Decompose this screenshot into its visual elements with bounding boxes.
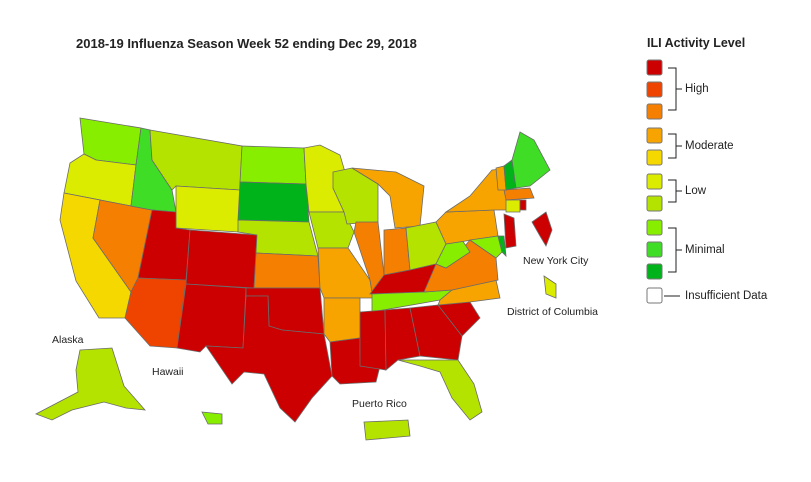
state-ma[interactable] [503, 187, 535, 201]
state-al[interactable] [384, 307, 421, 371]
state-pr[interactable] [363, 419, 411, 441]
legend-swatch-level-4 [646, 195, 663, 212]
legend-swatch-level-3 [646, 219, 663, 236]
legend-high-label: High [685, 83, 709, 95]
alaska-label: Alaska [52, 334, 84, 346]
state-pa[interactable] [435, 209, 499, 245]
state-tx[interactable] [205, 295, 333, 423]
state-ms[interactable] [359, 309, 387, 371]
dc-label: District of Columbia [507, 306, 599, 318]
state-hi[interactable] [201, 411, 223, 425]
legend-swatch-level-5 [646, 173, 663, 190]
state-ak[interactable] [35, 347, 146, 421]
state-nj[interactable] [503, 213, 517, 249]
legend-low-label: Low [685, 185, 707, 197]
map-title: 2018-19 Influenza Season Week 52 ending … [76, 36, 417, 51]
legend-swatch-insufficient [646, 287, 663, 304]
legend-moderate-label: Moderate [685, 140, 734, 152]
district-dc[interactable] [543, 275, 557, 299]
legend-brackets [664, 67, 682, 297]
state-fl[interactable] [397, 359, 483, 421]
legend-swatch-level-10 [646, 59, 663, 76]
state-az[interactable] [124, 277, 187, 349]
legend-swatch-level-9 [646, 81, 663, 98]
state-mi[interactable] [351, 167, 425, 229]
state-ga[interactable] [409, 304, 463, 361]
state-ia[interactable] [308, 211, 355, 249]
legend-minimal-label: Minimal [685, 244, 725, 256]
legend-swatch-level-8 [646, 103, 663, 120]
legend-swatch-level-2 [646, 241, 663, 258]
new-york-city-label: New York City [523, 255, 589, 267]
state-ct[interactable] [505, 199, 521, 213]
state-ri[interactable] [519, 199, 527, 211]
legend-swatch-level-6 [646, 149, 663, 166]
legend-swatch-level-7 [646, 127, 663, 144]
city-nyc[interactable] [531, 211, 553, 247]
puerto-rico-label: Puerto Rico [352, 398, 407, 410]
legend-insufficient-label: Insufficient Data [685, 290, 768, 302]
legend-swatch-level-1 [646, 263, 663, 280]
legend-title: ILI Activity Level [647, 36, 746, 50]
hawaii-label: Hawaii [152, 366, 184, 378]
state-de[interactable] [497, 235, 507, 258]
state-me[interactable] [511, 131, 551, 189]
